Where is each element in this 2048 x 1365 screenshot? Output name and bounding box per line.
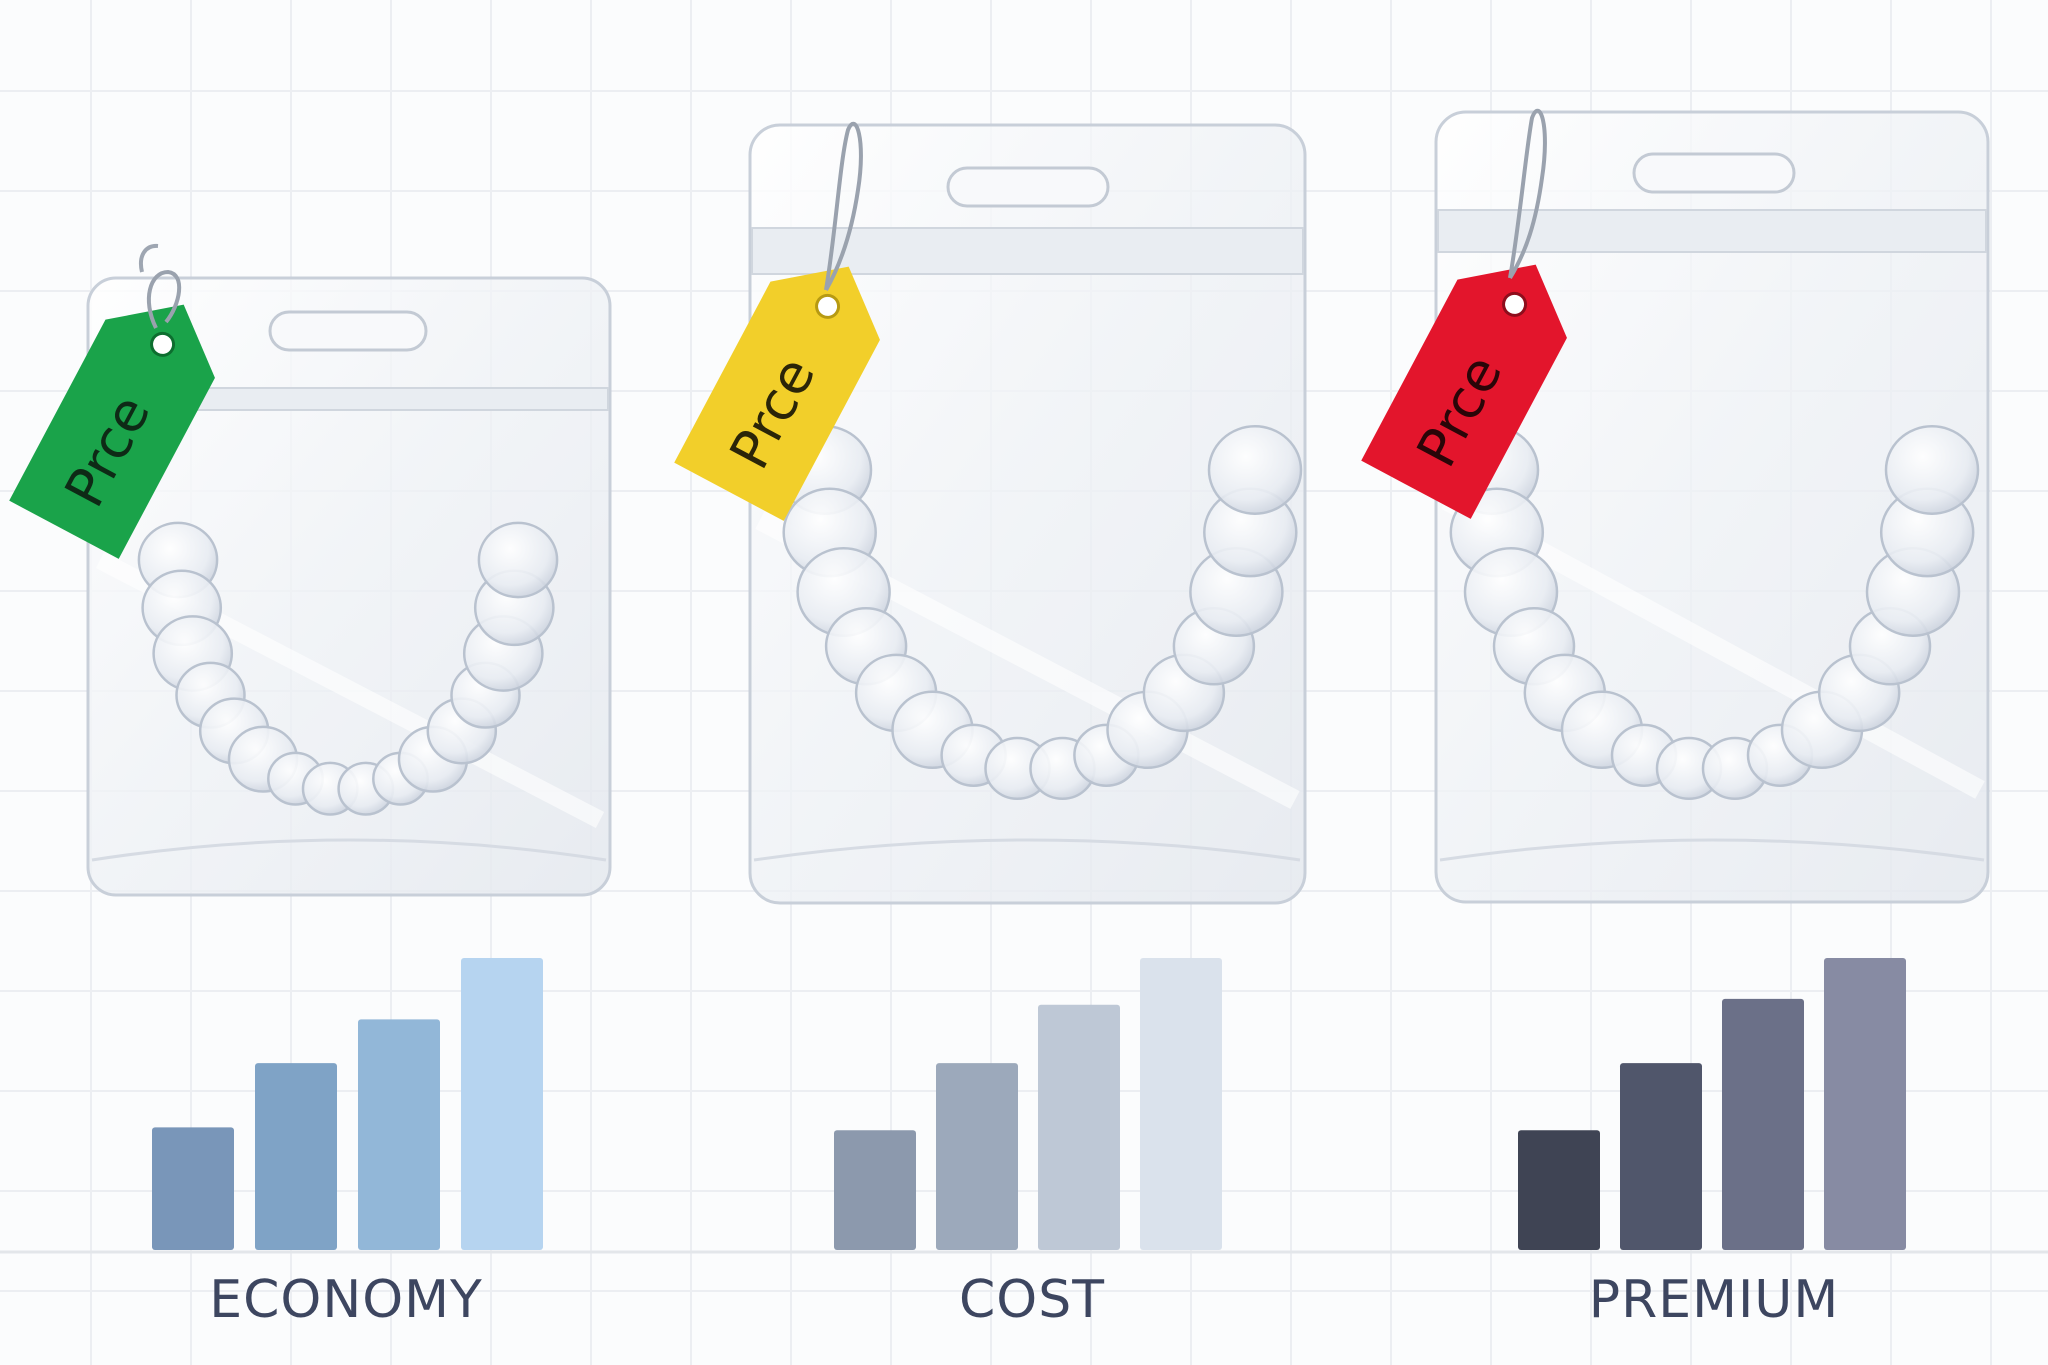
economy-tag-string — [146, 269, 182, 329]
bar-1 — [834, 1130, 916, 1250]
cost-aligner-tray — [777, 425, 1303, 801]
cost-tag-string — [824, 121, 863, 291]
premium-aligner-tray — [1444, 425, 1980, 801]
premium-price-tag: Prce — [1361, 264, 1567, 519]
cost-bar-group — [834, 958, 1222, 1250]
bar-2 — [1620, 1063, 1702, 1250]
premium-label: PREMIUM — [1588, 1270, 1840, 1330]
aligner-tooth — [1884, 425, 1980, 515]
aligner-tooth — [477, 521, 559, 599]
cost-price-tag: Prce — [674, 266, 880, 521]
economy-bar-group — [152, 958, 543, 1250]
bar-1 — [1518, 1130, 1600, 1250]
bar-4 — [1140, 958, 1222, 1250]
premium-tag-string — [1508, 108, 1547, 280]
bar-4 — [1824, 958, 1906, 1250]
cost-label: COST — [958, 1270, 1105, 1330]
bar-2 — [255, 1063, 337, 1250]
bar-4 — [461, 958, 543, 1250]
bar-1 — [152, 1127, 234, 1250]
economy-price-tag: Prce — [9, 243, 215, 559]
premium-bar-group — [1518, 958, 1906, 1250]
aligner-tooth — [1207, 425, 1303, 515]
bar-3 — [1038, 1004, 1120, 1250]
bar-2 — [936, 1063, 1018, 1250]
bar-3 — [358, 1019, 440, 1250]
economy-aligner-tray — [137, 521, 559, 816]
economy-label: ECONOMY — [209, 1270, 483, 1330]
bar-3 — [1722, 998, 1804, 1250]
